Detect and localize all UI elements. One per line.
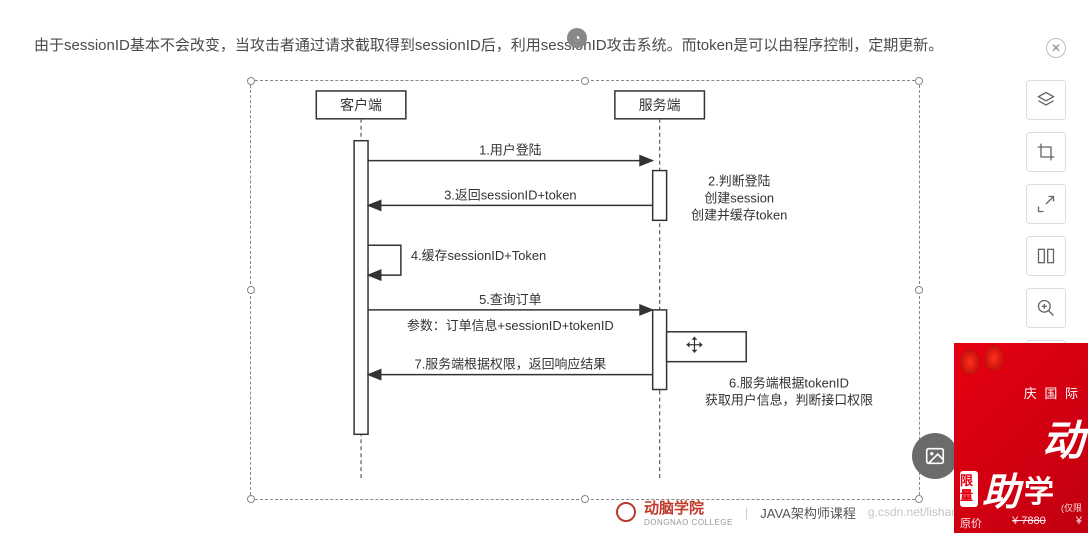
note-6-line2: 获取用户信息，判断接口权限 bbox=[705, 392, 873, 407]
layers-icon[interactable] bbox=[1026, 80, 1066, 120]
ad-price-strike: ¥ 7880 bbox=[1012, 515, 1046, 531]
activation-server-1 bbox=[653, 171, 667, 221]
lane-client-label: 客户端 bbox=[340, 97, 382, 113]
resize-handle[interactable] bbox=[581, 77, 589, 85]
activation-server-nested bbox=[667, 332, 747, 362]
lane-server-label: 服务端 bbox=[639, 97, 681, 113]
msg-label-3: 3.返回sessionID+token bbox=[444, 187, 577, 202]
resize-handle[interactable] bbox=[247, 286, 255, 294]
image-float-button[interactable] bbox=[912, 433, 958, 479]
sequence-svg: 客户端 服务端 1.用户登陆 3.返回sessionID+token 2.判断登… bbox=[251, 81, 919, 499]
refresh-marker-icon: ◔ bbox=[567, 28, 587, 48]
brand-name: 动脑学院 bbox=[644, 497, 733, 518]
divider: | bbox=[745, 505, 748, 520]
msg-label-1: 1.用户登陆 bbox=[479, 143, 542, 158]
footer-course: JAVA架构师课程 bbox=[760, 503, 856, 522]
split-icon[interactable] bbox=[1026, 236, 1066, 276]
note-2-line1: 2.判断登陆 bbox=[708, 174, 771, 189]
ad-big1: 动 bbox=[1042, 407, 1084, 468]
resize-handle[interactable] bbox=[915, 77, 923, 85]
note-2-line2: 创建session bbox=[704, 190, 774, 205]
activation-server-2 bbox=[653, 310, 667, 390]
lantern-icon bbox=[984, 345, 1004, 371]
footer-brand: 动脑学院 DONGNAO COLLEGE | JAVA架构师课程 g.csdn.… bbox=[616, 497, 977, 527]
crop-icon[interactable] bbox=[1026, 132, 1066, 172]
right-toolbar bbox=[1026, 80, 1066, 380]
resize-handle[interactable] bbox=[247, 77, 255, 85]
resize-handle[interactable] bbox=[581, 495, 589, 503]
msg-label-4: 4.缓存sessionID+Token bbox=[411, 248, 546, 263]
msg-sublabel-5: 参数：订单信息+sessionID+tokenID bbox=[407, 318, 614, 333]
msg-arrow-4 bbox=[368, 245, 401, 275]
ad-price: 原价 ¥ 7880 ¥ bbox=[960, 515, 1082, 531]
intro-paragraph: 由于sessionID基本不会改变，当攻击者通过请求截取得到sessionID后… bbox=[34, 32, 1044, 60]
ad-badge: 限量 bbox=[960, 471, 978, 507]
note-6-line1: 6.服务端根据tokenID bbox=[729, 376, 849, 391]
resize-handle[interactable] bbox=[915, 286, 923, 294]
ad-suffix: 学 bbox=[1024, 467, 1054, 511]
note-2-line3: 创建并缓存token bbox=[691, 207, 787, 222]
ad-price-label: 原价 bbox=[960, 515, 982, 531]
lantern-icon bbox=[960, 349, 980, 375]
msg-label-7: 7.服务端根据权限，返回响应结果 bbox=[415, 357, 607, 372]
ad-banner[interactable]: 庆 国 际 动 限量 助 学 (仅限 原价 ¥ 7880 ¥ bbox=[954, 343, 1088, 533]
ad-mid: 限量 助 学 bbox=[960, 461, 1054, 516]
sequence-diagram[interactable]: 客户端 服务端 1.用户登陆 3.返回sessionID+token 2.判断登… bbox=[250, 80, 920, 500]
resize-handle[interactable] bbox=[247, 495, 255, 503]
ad-price-now: ¥ bbox=[1076, 515, 1082, 531]
close-ad-button[interactable]: ✕ bbox=[1046, 38, 1066, 58]
brand-logo-icon bbox=[616, 502, 636, 522]
expand-icon[interactable] bbox=[1026, 184, 1066, 224]
activation-client bbox=[354, 141, 368, 435]
msg-label-5: 5.查询订单 bbox=[479, 292, 542, 307]
image-icon bbox=[924, 445, 946, 467]
zoom-in-icon[interactable] bbox=[1026, 288, 1066, 328]
ad-big2: 助 bbox=[982, 461, 1020, 516]
ad-line1: 庆 国 际 bbox=[1024, 383, 1080, 402]
ad-note: (仅限 bbox=[1061, 501, 1082, 514]
brand-sub: DONGNAO COLLEGE bbox=[644, 518, 733, 527]
